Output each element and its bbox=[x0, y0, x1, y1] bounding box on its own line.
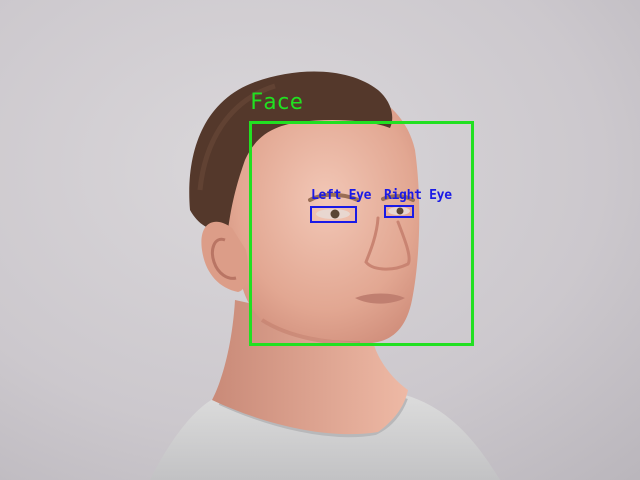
nose-shape bbox=[364, 216, 411, 271]
left-eye-label: Left Eye bbox=[311, 188, 372, 203]
face-label: Face bbox=[250, 90, 303, 115]
head-shape bbox=[210, 83, 420, 344]
left-eye-bounding-box bbox=[310, 206, 357, 223]
hair-shape bbox=[189, 71, 393, 231]
shirt-shape bbox=[150, 395, 500, 480]
right-eye-label: Right Eye bbox=[384, 188, 452, 203]
mouth-shape bbox=[355, 293, 405, 304]
right-eye-bounding-box bbox=[384, 205, 414, 218]
face-bounding-box bbox=[249, 121, 474, 346]
ear-shape bbox=[201, 221, 248, 292]
